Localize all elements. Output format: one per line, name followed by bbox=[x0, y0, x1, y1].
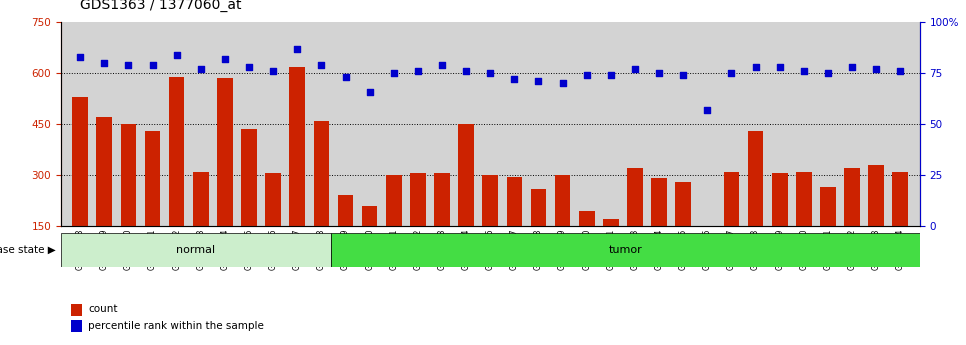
Point bbox=[772, 65, 787, 70]
Bar bbox=[506, 177, 523, 277]
Point bbox=[362, 89, 378, 95]
Bar bbox=[820, 187, 836, 277]
Point bbox=[868, 67, 884, 72]
Bar bbox=[61, 233, 330, 267]
Point bbox=[506, 77, 522, 82]
Text: GDS1363 / 1377060_at: GDS1363 / 1377060_at bbox=[80, 0, 241, 12]
Point bbox=[72, 54, 88, 60]
Bar bbox=[169, 77, 185, 277]
Bar bbox=[724, 172, 739, 277]
Bar bbox=[675, 182, 691, 277]
Bar bbox=[266, 174, 281, 277]
Point bbox=[627, 67, 642, 72]
Point bbox=[169, 52, 185, 58]
Bar bbox=[530, 189, 547, 277]
Bar bbox=[290, 67, 305, 277]
Point bbox=[748, 65, 763, 70]
Point bbox=[121, 62, 136, 68]
Point bbox=[699, 107, 715, 113]
Bar bbox=[434, 174, 450, 277]
Bar bbox=[772, 174, 787, 277]
Point bbox=[145, 62, 160, 68]
Bar bbox=[627, 168, 642, 277]
Point bbox=[603, 72, 618, 78]
Point bbox=[844, 65, 860, 70]
Bar bbox=[145, 131, 160, 277]
Point bbox=[97, 60, 112, 66]
Text: count: count bbox=[88, 304, 118, 314]
Point bbox=[530, 79, 546, 84]
Bar bbox=[385, 175, 402, 277]
Text: disease state ▶: disease state ▶ bbox=[0, 245, 56, 255]
Point bbox=[242, 65, 257, 70]
Bar bbox=[410, 174, 426, 277]
Point bbox=[411, 69, 426, 74]
Bar bbox=[362, 206, 378, 277]
Bar bbox=[796, 172, 811, 277]
Bar bbox=[330, 233, 920, 267]
Bar bbox=[651, 178, 667, 277]
Bar bbox=[338, 195, 354, 277]
Bar bbox=[554, 175, 571, 277]
Point bbox=[820, 70, 836, 76]
Bar bbox=[458, 124, 474, 277]
Bar bbox=[699, 229, 715, 277]
Point bbox=[724, 70, 739, 76]
Point bbox=[193, 67, 209, 72]
Bar bbox=[193, 172, 209, 277]
Bar bbox=[868, 165, 884, 277]
Point bbox=[386, 70, 402, 76]
Point bbox=[483, 70, 498, 76]
Text: percentile rank within the sample: percentile rank within the sample bbox=[88, 321, 264, 331]
Text: tumor: tumor bbox=[609, 245, 642, 255]
Point bbox=[435, 62, 450, 68]
Bar bbox=[97, 117, 112, 277]
Bar bbox=[242, 129, 257, 277]
Point bbox=[338, 75, 354, 80]
Text: normal: normal bbox=[176, 245, 215, 255]
Point bbox=[554, 81, 570, 86]
Point bbox=[459, 69, 474, 74]
Point bbox=[266, 69, 281, 74]
Bar bbox=[482, 175, 498, 277]
Bar bbox=[748, 131, 763, 277]
Bar bbox=[217, 78, 233, 277]
Point bbox=[675, 72, 691, 78]
Bar bbox=[72, 97, 88, 277]
Point bbox=[217, 56, 233, 62]
Point bbox=[796, 69, 811, 74]
Bar bbox=[579, 211, 595, 277]
Bar bbox=[314, 121, 329, 277]
Bar bbox=[603, 219, 618, 277]
Point bbox=[290, 46, 305, 52]
Bar bbox=[121, 124, 136, 277]
Point bbox=[893, 69, 908, 74]
Bar bbox=[844, 168, 860, 277]
Point bbox=[314, 62, 329, 68]
Point bbox=[651, 70, 667, 76]
Point bbox=[579, 72, 594, 78]
Bar bbox=[893, 172, 908, 277]
